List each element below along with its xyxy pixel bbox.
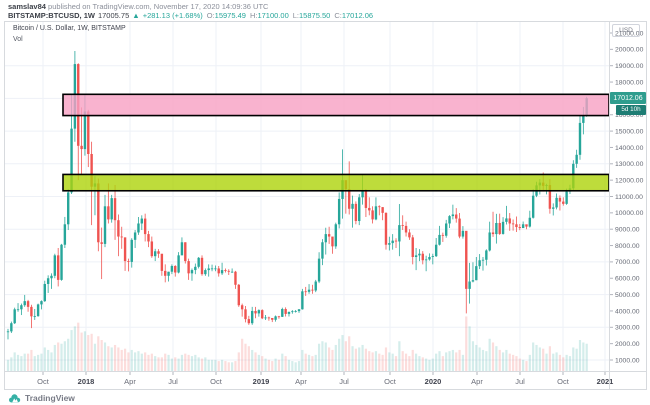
publish-byline: samslav84 published on TradingView.com, … [8,2,268,11]
svg-text:Apr: Apr [471,377,483,386]
svg-text:9000.00: 9000.00 [615,227,640,234]
tradingview-logo-icon[interactable] [8,392,21,404]
publish-info: published on TradingView.com, November 1… [45,2,269,11]
chart-frame: 21000.0020000.0019000.0018000.0017000.00… [4,21,647,390]
author-name: samslav84 [8,2,46,11]
high-label: H: [249,11,258,20]
svg-text:Oct: Oct [210,377,223,386]
brand-name[interactable]: TradingView [25,393,75,403]
last-price-badge: 17012.06 [610,92,646,105]
svg-text:2018: 2018 [78,377,95,386]
candles-layer [6,50,588,340]
grid-layer [5,22,609,371]
svg-text:4000.00: 4000.00 [615,308,640,315]
svg-text:6000.00: 6000.00 [615,276,640,283]
svg-text:8000.00: 8000.00 [615,243,640,250]
chart-legend-title[interactable]: Bitcoin / U.S. Dollar, 1W, BITSTAMP [13,25,126,32]
svg-text:5000.00: 5000.00 [615,292,640,299]
time-axis[interactable] [5,372,646,389]
last-trade-price: 17005.75 [97,11,130,20]
svg-text:7000.00: 7000.00 [615,259,640,266]
time-axis-labels: Oct 2018 Apr Jul Oct 2019 Apr Jul Oct 2020 Apr Jul O… [37,372,613,386]
svg-text:Oct: Oct [557,377,570,386]
svg-text:15000.00: 15000.00 [615,128,644,135]
open-value: 15975.49 [214,11,246,20]
svg-text:2000.00: 2000.00 [615,341,640,348]
price-axis[interactable] [610,22,646,371]
svg-text:11000.00: 11000.00 [615,194,643,201]
low-value: 15875.50 [299,11,331,20]
close-label: C: [334,11,342,20]
svg-text:3000.00: 3000.00 [615,325,640,332]
svg-text:Jul: Jul [339,377,349,386]
svg-text:19000.00: 19000.00 [615,63,644,70]
volume-layer [6,316,588,371]
bar-countdown-badge: 5d 10h [616,104,646,115]
svg-text:13000.00: 13000.00 [615,161,644,168]
close-value: 17012.06 [341,11,374,20]
svg-text:12000.00: 12000.00 [615,177,644,184]
svg-text:20000.00: 20000.00 [615,47,644,54]
price-change: +281.13 (+1.68%) [142,11,203,20]
change-arrow-icon: ▲ [132,11,140,20]
svg-text:21000.00: 21000.00 [615,30,644,37]
svg-text:16000.00: 16000.00 [615,112,644,119]
svg-text:10000.00: 10000.00 [615,210,644,217]
volume-indicator-label[interactable]: Vol [13,36,23,43]
open-label: O: [206,11,215,20]
symbol-name: BITSTAMP:BTCUSD, 1W [8,11,95,20]
svg-text:Apr: Apr [295,377,307,386]
high-value: 17100.00 [257,11,289,20]
chart-canvas: 21000.0020000.0019000.0018000.0017000.00… [5,22,646,389]
svg-text:Oct: Oct [384,377,397,386]
svg-text:Oct: Oct [37,377,50,386]
currency-badge[interactable]: USD [612,24,640,37]
svg-text:18000.00: 18000.00 [615,79,644,86]
svg-text:2019: 2019 [253,377,270,386]
svg-text:Jul: Jul [168,377,178,386]
svg-text:2020: 2020 [425,377,442,386]
chart-pane[interactable] [5,22,609,371]
svg-text:2021: 2021 [597,377,614,386]
low-label: L: [292,11,300,20]
footer: TradingView [8,391,75,405]
svg-text:1000.00: 1000.00 [615,357,640,364]
svg-text:Jul: Jul [515,377,525,386]
quote-line: BITSTAMP:BTCUSD, 1W 17005.75 ▲ +281.13 (+1.… [8,11,373,20]
svg-text:Apr: Apr [124,377,136,386]
svg-text:14000.00: 14000.00 [615,145,644,152]
drawing-zones-layer [62,93,610,192]
